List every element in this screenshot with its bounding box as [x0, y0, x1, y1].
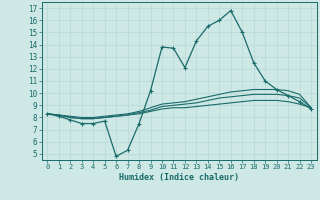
X-axis label: Humidex (Indice chaleur): Humidex (Indice chaleur)	[119, 173, 239, 182]
